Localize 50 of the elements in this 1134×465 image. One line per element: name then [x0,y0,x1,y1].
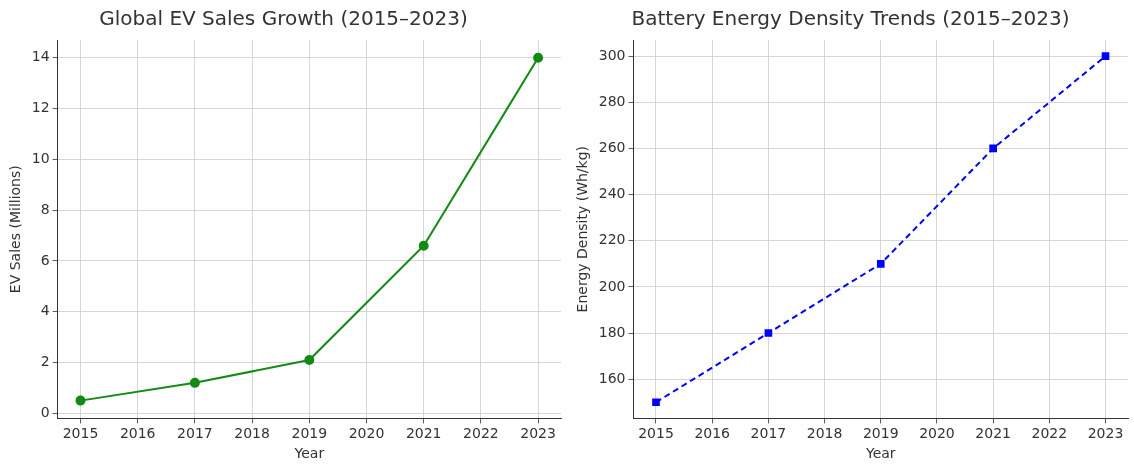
x-axis-title: Year [293,445,325,462]
y-tick-label: 260 [598,139,626,156]
point [189,377,200,388]
x-tick-label: 2019 [862,425,899,442]
chart-title: Global EV Sales Growth (2015–2023) [99,6,468,31]
chart-title: Battery Energy Density Trends (2015–2023) [631,6,1070,31]
point [418,240,429,251]
y-tick-label: 8 [40,200,50,217]
y-axis-title: EV Sales (Millions) [7,165,24,294]
x-tick-label: 2018 [806,425,843,442]
y-tick-label: 14 [31,48,50,65]
x-tick-label: 2016 [694,425,731,442]
x-tick-label: 2021 [975,425,1011,442]
x-tick-label: 2021 [405,425,442,442]
point [876,259,885,268]
x-tick-label: 2020 [348,425,385,442]
x-axis-title: Year [864,445,896,462]
y-tick-label: 300 [598,46,626,63]
y-tick-label: 0 [40,403,50,420]
y-tick-label: 2 [40,353,50,370]
x-tick-label: 2018 [234,425,270,442]
point [304,354,315,365]
x-tick-label: 2015 [638,425,674,442]
y-tick-label: 12 [31,99,50,116]
y-tick-label: 220 [598,231,626,248]
point [75,395,86,406]
y-axis-title: Energy Density (Wh/kg) [574,145,591,313]
y-tick-label: 240 [598,185,626,202]
point [764,329,773,337]
y-tick-label: 4 [40,302,50,319]
y-tick-label: 280 [598,92,626,109]
y-tick-label: 160 [598,369,626,386]
x-tick-label: 2022 [1031,425,1068,442]
x-tick-label: 2016 [119,425,156,442]
x-tick-label: 2017 [750,425,787,442]
point [652,398,660,407]
x-tick-label: 2020 [919,425,955,442]
point [1101,52,1110,60]
x-tick-label: 2023 [520,425,556,442]
x-tick-label: 2022 [463,425,499,442]
y-tick-label: 10 [31,150,50,166]
y-tick-label: 180 [598,323,626,340]
x-tick-label: 2015 [62,425,99,442]
y-tick-label: 6 [40,251,50,268]
point [989,144,997,153]
x-tick-label: 2017 [177,425,213,442]
point [533,52,544,63]
y-tick-label: 200 [598,277,626,294]
x-tick-label: 2023 [1087,425,1124,442]
x-tick-label: 2019 [291,425,328,442]
